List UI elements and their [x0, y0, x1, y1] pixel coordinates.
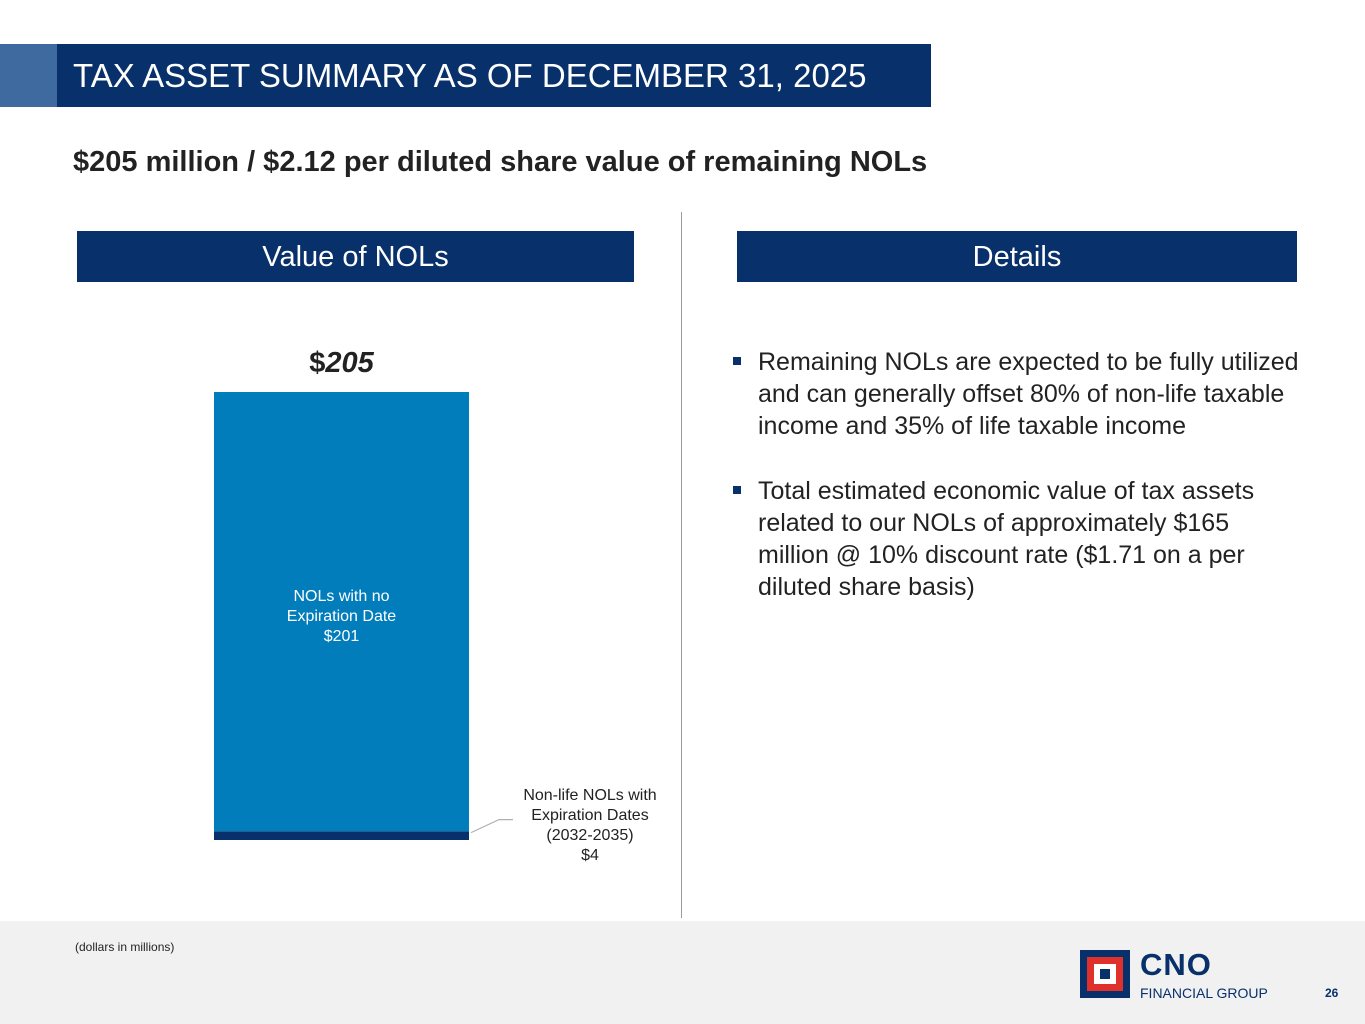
details-bullet-item: Remaining NOLs are expected to be fully …	[729, 346, 1299, 442]
column-divider	[681, 212, 682, 918]
details-bullet-text: Remaining NOLs are expected to be fully …	[758, 348, 1299, 440]
square-bullet-icon	[733, 357, 741, 365]
footer-band	[0, 921, 1365, 1024]
bar-total-label: $205	[309, 347, 374, 379]
details-bullet-text: Total estimated economic value of tax as…	[758, 477, 1255, 601]
callout-leader-line	[470, 819, 513, 834]
title-accent	[0, 44, 57, 107]
bar-segment-no-expiration	[214, 392, 469, 832]
slide-subtitle: $205 million / $2.12 per diluted share v…	[73, 146, 928, 178]
section-header-details: Details	[737, 231, 1297, 282]
company-logo: CNO FINANCIAL GROUP	[1080, 947, 1280, 1001]
logo-subtitle: FINANCIAL GROUP	[1140, 985, 1268, 1001]
bar-segment-label-no-expiration: NOLs with no Expiration Date $201	[287, 588, 396, 645]
logo-wordmark: CNO	[1140, 947, 1212, 982]
section-header-value-of-nols: Value of NOLs	[77, 231, 634, 282]
bar-segment-label-with-expiration: Non-life NOLs with Expiration Dates (2032-…	[523, 787, 656, 864]
units-footnote: (dollars in millions)	[75, 940, 175, 954]
square-bullet-icon	[733, 486, 741, 494]
details-list: Remaining NOLs are expected to be fully …	[729, 346, 1299, 636]
slide-title: TAX ASSET SUMMARY AS OF DECEMBER 31, 202…	[57, 44, 931, 107]
nol-stacked-bar-chart: $205 NOLs with no Expiration Date $201 Non-l…	[214, 347, 657, 864]
bar-segment-with-expiration	[214, 831, 469, 840]
page-number: 26	[1325, 986, 1339, 1000]
details-bullet-item: Total estimated economic value of tax as…	[729, 475, 1299, 603]
cno-logo-mark-icon	[1080, 950, 1130, 998]
